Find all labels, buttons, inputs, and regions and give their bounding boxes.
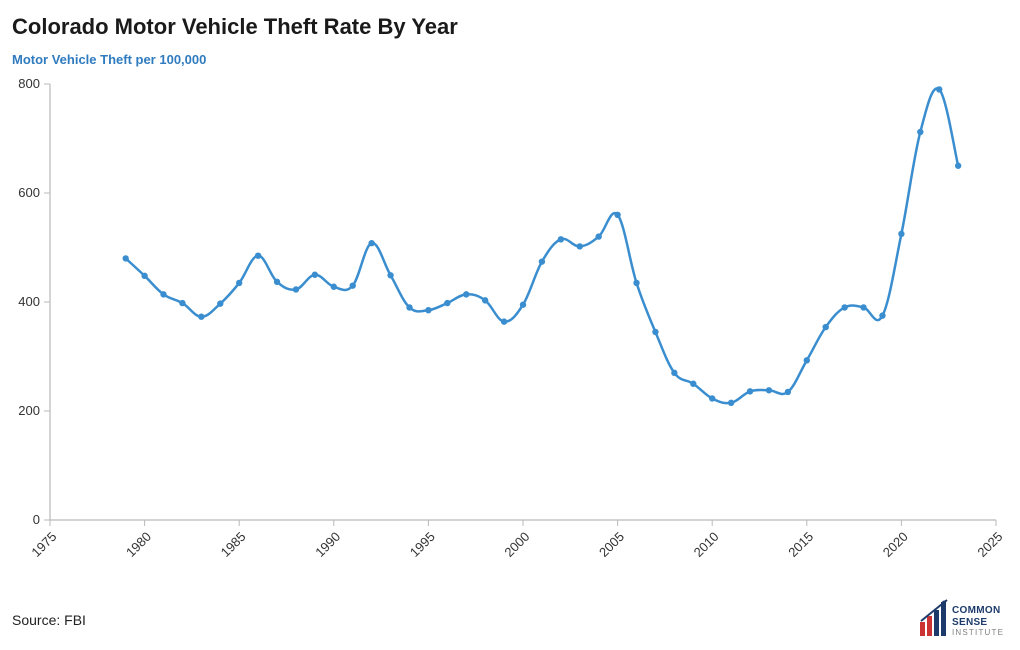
svg-text:600: 600 bbox=[18, 185, 40, 200]
svg-text:1985: 1985 bbox=[218, 529, 249, 560]
svg-text:400: 400 bbox=[18, 294, 40, 309]
svg-text:SENSE: SENSE bbox=[952, 617, 987, 628]
chart-title: Colorado Motor Vehicle Theft Rate By Yea… bbox=[0, 0, 1020, 40]
svg-text:2010: 2010 bbox=[691, 529, 722, 560]
svg-text:INSTITUTE: INSTITUTE bbox=[952, 628, 1004, 637]
logo-common-sense-institute: COMMONSENSEINSTITUTE bbox=[918, 596, 1008, 640]
svg-text:2025: 2025 bbox=[974, 529, 1005, 560]
svg-text:800: 800 bbox=[18, 76, 40, 91]
source-text: Source: FBI bbox=[12, 612, 86, 628]
svg-text:2005: 2005 bbox=[596, 529, 627, 560]
svg-text:2020: 2020 bbox=[880, 529, 911, 560]
chart-area: 0200400600800197519801985199019952000200… bbox=[50, 80, 1000, 555]
svg-text:1995: 1995 bbox=[407, 529, 438, 560]
svg-text:COMMON: COMMON bbox=[952, 605, 1000, 616]
svg-text:1975: 1975 bbox=[28, 529, 59, 560]
svg-text:0: 0 bbox=[33, 512, 40, 527]
svg-text:1980: 1980 bbox=[123, 529, 154, 560]
svg-text:200: 200 bbox=[18, 403, 40, 418]
line-chart: 0200400600800197519801985199019952000200… bbox=[50, 80, 1000, 555]
svg-text:1990: 1990 bbox=[312, 529, 343, 560]
y-axis-subtitle: Motor Vehicle Theft per 100,000 bbox=[0, 40, 1020, 67]
svg-text:2015: 2015 bbox=[785, 529, 816, 560]
svg-text:2000: 2000 bbox=[501, 529, 532, 560]
